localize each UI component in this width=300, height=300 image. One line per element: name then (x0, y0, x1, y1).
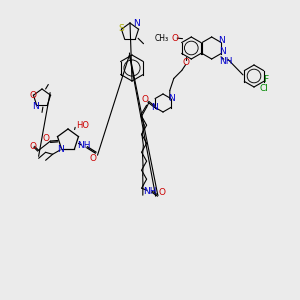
Text: HO: HO (76, 121, 89, 130)
Text: O: O (172, 34, 179, 43)
Text: N: N (152, 103, 158, 112)
Text: F: F (263, 75, 269, 84)
Text: O: O (141, 95, 148, 104)
Text: S: S (118, 24, 124, 33)
Text: O: O (158, 188, 165, 197)
Text: O: O (90, 154, 97, 163)
Text: N: N (219, 47, 226, 56)
Text: N: N (133, 20, 140, 28)
Text: N: N (58, 146, 64, 154)
Text: NH: NH (143, 187, 156, 196)
Text: O: O (182, 58, 189, 67)
Text: O: O (43, 134, 50, 142)
Text: N: N (168, 94, 175, 103)
Text: NH: NH (219, 57, 232, 66)
Text: NH: NH (77, 141, 90, 150)
Text: N: N (218, 36, 225, 45)
Text: CH₃: CH₃ (155, 34, 169, 43)
Text: N: N (32, 102, 39, 111)
Text: O: O (29, 91, 37, 100)
Text: O: O (29, 142, 36, 151)
Text: Cl: Cl (260, 84, 268, 93)
